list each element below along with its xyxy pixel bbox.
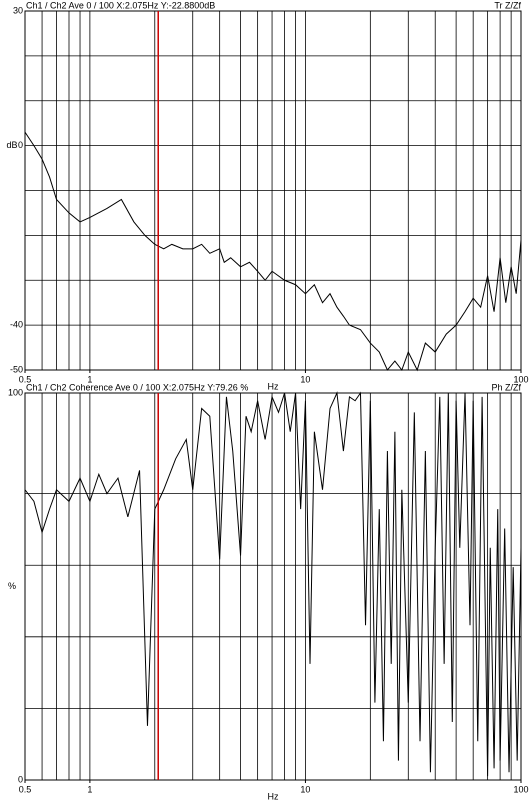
data-line (24, 131, 522, 372)
x-tick-label: 100 (513, 784, 528, 794)
x-tick-label: 0.5 (19, 784, 32, 794)
x-tick-label: 100 (513, 374, 528, 384)
x-tick-label: 10 (300, 784, 310, 794)
y-tick-label: 0 (18, 774, 23, 784)
y-tick-label: -40 (10, 320, 23, 330)
x-axis-label: Hz (268, 791, 279, 801)
x-tick-label: 0.5 (19, 374, 32, 384)
header-left: Ch1 / Ch2 Ave 0 / 100 X:2.075Hz Y:-22.88… (26, 0, 215, 10)
y-tick-label: -50 (10, 364, 23, 374)
y-tick-label: 0 (18, 140, 23, 150)
x-tick-label: 10 (300, 374, 310, 384)
header-right: Tr Z/Zf (494, 0, 521, 10)
header-right: Ph Z/Zf (491, 382, 521, 392)
y-tick-label: 30 (13, 5, 23, 15)
header-left: Ch1 / Ch2 Coherence Ave 0 / 100 X:2.075H… (26, 382, 248, 392)
x-tick-label: 1 (87, 374, 92, 384)
plot-area (24, 392, 522, 781)
x-axis-label: Hz (268, 381, 279, 391)
x-tick-label: 1 (87, 784, 92, 794)
data-line (24, 391, 522, 777)
y-axis-label: dB (6, 140, 17, 150)
y-axis-label: % (8, 581, 16, 591)
y-tick-label: 100 (8, 387, 23, 397)
